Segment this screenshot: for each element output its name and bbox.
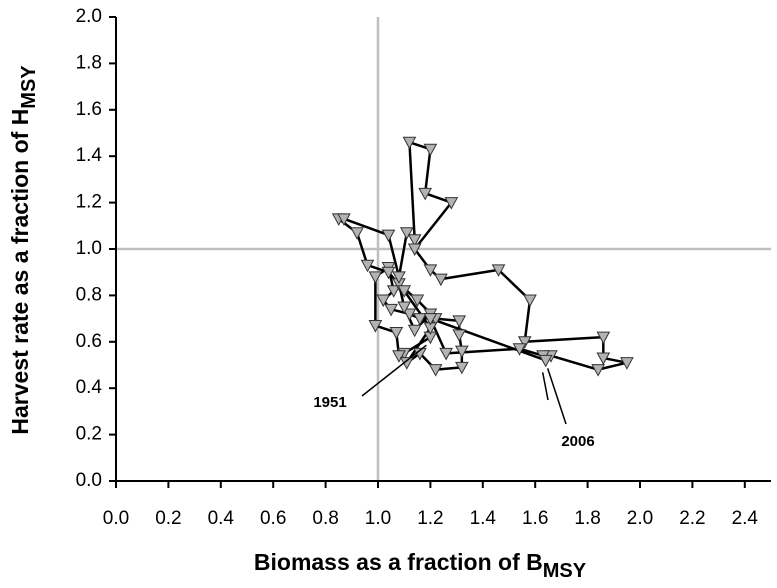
y-tick-label: 1.2 <box>76 192 102 213</box>
y-tick-label: 0.8 <box>76 284 102 305</box>
point <box>423 143 438 157</box>
x-tick-label: 0.8 <box>312 508 338 529</box>
point <box>410 294 425 308</box>
point <box>407 234 422 247</box>
y-tick-label: 0.2 <box>76 424 102 445</box>
y-tick-label: 0.0 <box>76 470 102 491</box>
point <box>444 197 459 210</box>
point <box>413 313 427 326</box>
point <box>439 347 453 361</box>
point <box>517 336 532 349</box>
point <box>523 294 537 308</box>
x-tick-label: 0.6 <box>260 508 286 529</box>
y-tick-label: 0.6 <box>76 331 102 352</box>
y-tick-label: 1.4 <box>76 145 103 166</box>
annotation-arrow <box>541 372 549 401</box>
y-tick-label: 1.8 <box>76 52 102 73</box>
point <box>454 345 469 359</box>
point <box>402 308 417 322</box>
x-tick-label: 2.0 <box>627 508 653 529</box>
point <box>538 354 553 368</box>
x-axis-title-main: Biomass as a fraction of B <box>254 549 543 575</box>
point <box>596 331 611 345</box>
trajectory-line <box>337 141 629 371</box>
y-tick-label: 0.4 <box>76 377 103 398</box>
point <box>381 266 396 280</box>
point <box>591 364 605 377</box>
point <box>452 329 467 342</box>
y-axis-title-main: Harvest rate as a fraction of H <box>7 109 33 435</box>
point <box>368 271 383 284</box>
point <box>407 243 422 257</box>
y-tick-label: 1.0 <box>76 238 102 259</box>
annotation-arrow <box>546 368 567 425</box>
annotation-label: 2006 <box>561 433 594 450</box>
point <box>386 285 401 298</box>
point <box>360 259 375 273</box>
point <box>413 347 427 361</box>
x-tick-label: 2.2 <box>679 508 705 529</box>
annotation-arrow <box>361 344 427 397</box>
x-tick-label: 2.4 <box>732 508 759 529</box>
point <box>407 324 422 338</box>
point <box>434 273 448 287</box>
point <box>384 303 398 317</box>
y-axis-title-sub: MSY <box>18 65 40 109</box>
point <box>620 357 634 370</box>
point <box>423 264 438 277</box>
point <box>376 294 391 308</box>
x-axis-title: Biomass as a fraction of BMSY <box>254 549 587 582</box>
point <box>337 213 351 226</box>
point <box>392 350 406 363</box>
y-tick-label: 1.6 <box>76 99 102 120</box>
point <box>381 229 396 243</box>
point <box>428 364 443 377</box>
x-tick-label: 1.8 <box>574 508 600 529</box>
x-tick-label: 0.0 <box>103 508 129 529</box>
y-axis-title: Harvest rate as a fraction of HMSY <box>7 65 40 435</box>
x-tick-label: 1.6 <box>522 508 548 529</box>
point <box>402 136 417 150</box>
x-tick-label: 0.4 <box>208 508 235 529</box>
y-tick-label: 2.0 <box>76 6 102 27</box>
point <box>399 227 414 240</box>
point <box>397 301 412 315</box>
point <box>392 271 406 284</box>
point <box>418 187 433 201</box>
x-tick-label: 1.0 <box>365 508 391 529</box>
x-tick-label: 0.2 <box>155 508 181 529</box>
point <box>389 327 404 340</box>
point <box>423 313 438 326</box>
point <box>350 227 364 240</box>
point <box>397 285 412 298</box>
point <box>596 352 611 366</box>
x-tick-label: 1.4 <box>470 508 497 529</box>
x-tick-label: 1.2 <box>417 508 443 529</box>
annotation-label: 1951 <box>313 394 346 411</box>
x-axis-title-sub: MSY <box>543 560 587 582</box>
point <box>491 264 506 277</box>
point <box>452 315 467 328</box>
point <box>512 343 527 356</box>
point <box>454 361 469 375</box>
point <box>368 320 383 333</box>
